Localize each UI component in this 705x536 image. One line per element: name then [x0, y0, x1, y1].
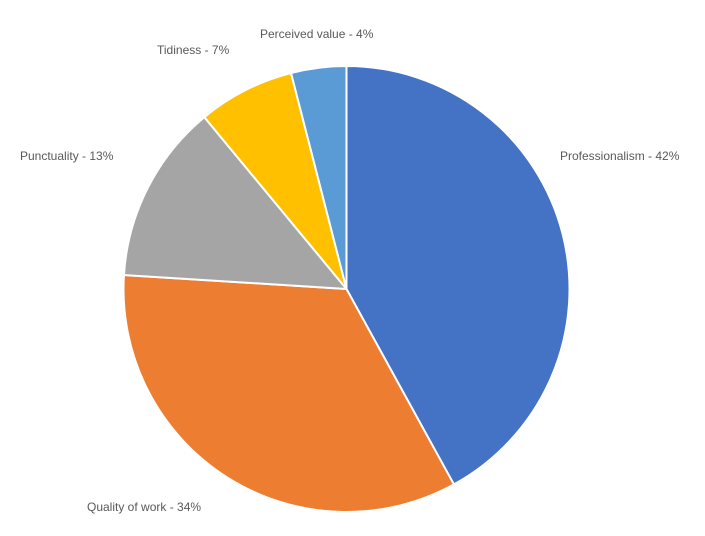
data-label-professionalism: Professionalism - 42%	[560, 149, 680, 163]
data-label-punctuality: Punctuality - 13%	[20, 149, 114, 163]
data-label-quality-of-work: Quality of work - 34%	[87, 500, 201, 514]
pie-slices	[122, 65, 571, 513]
pie-labels: Professionalism - 42% Quality of work - 3…	[20, 27, 680, 514]
data-label-perceived-value: Perceived value - 4%	[260, 27, 374, 41]
pie-slice-perceived-value	[290, 65, 348, 290]
pie-slice-punctuality	[122, 116, 348, 290]
pie-slice-quality-of-work	[122, 274, 455, 513]
pie-slice-professionalism	[345, 65, 571, 486]
data-label-tidiness: Tidiness - 7%	[157, 43, 230, 57]
